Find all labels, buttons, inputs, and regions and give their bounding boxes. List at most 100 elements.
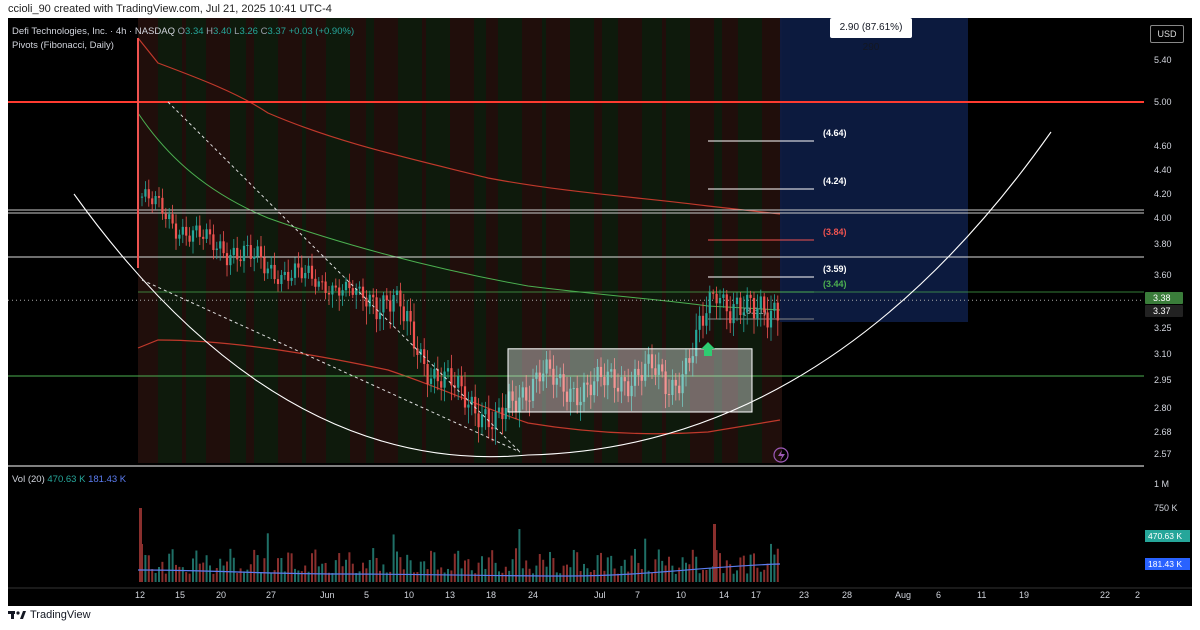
band-stripe bbox=[214, 18, 218, 463]
volume-tick-label: 750 K bbox=[1154, 503, 1178, 513]
chart-canvas[interactable]: (4.64)(4.24)(3.84)(3.59)(3.44)(3.31) 5.4… bbox=[8, 18, 1192, 606]
volume-bar bbox=[423, 561, 426, 582]
candle-body bbox=[365, 297, 368, 307]
volume-bar bbox=[722, 573, 725, 582]
volume-bar bbox=[158, 566, 160, 582]
candle-body bbox=[766, 312, 769, 328]
candle-body bbox=[300, 267, 303, 279]
volume-bar bbox=[691, 549, 694, 582]
volume-bar bbox=[749, 554, 752, 582]
volume-bar bbox=[379, 570, 381, 582]
band-stripe bbox=[242, 18, 246, 463]
volume-bar bbox=[474, 573, 477, 582]
volume-bar bbox=[409, 560, 412, 582]
candle-body bbox=[637, 368, 640, 376]
candle-body bbox=[616, 387, 620, 392]
price-tick-label: 4.40 bbox=[1154, 165, 1172, 175]
volume-bar bbox=[236, 572, 239, 582]
volume-bar bbox=[178, 566, 181, 582]
candle-body bbox=[446, 368, 450, 372]
candle-body bbox=[276, 279, 280, 285]
band-stripe bbox=[662, 18, 666, 463]
time-tick-label: 2 bbox=[1135, 590, 1140, 600]
band-stripe bbox=[162, 18, 166, 463]
band-stripe bbox=[682, 18, 686, 463]
candle-body bbox=[433, 368, 436, 379]
currency-button[interactable]: USD bbox=[1150, 25, 1184, 43]
band-stripe bbox=[566, 18, 570, 463]
band-stripe bbox=[490, 18, 494, 463]
candle-body bbox=[579, 401, 582, 406]
band-stripe bbox=[470, 18, 474, 463]
volume-bar bbox=[637, 562, 640, 582]
volume-bar bbox=[671, 565, 674, 582]
volume-bar bbox=[515, 548, 517, 582]
volume-bar bbox=[532, 573, 534, 582]
band-stripe bbox=[454, 18, 458, 463]
band-stripe bbox=[434, 18, 438, 463]
band-stripe bbox=[646, 18, 650, 463]
band-stripe bbox=[670, 18, 674, 463]
volume-bar bbox=[256, 555, 259, 582]
candle-body bbox=[164, 213, 167, 220]
candle-body bbox=[678, 385, 681, 394]
candle-body bbox=[538, 372, 541, 382]
volume-tick-label: 1 M bbox=[1154, 479, 1169, 489]
volume-bar bbox=[559, 573, 562, 582]
volume-bar bbox=[430, 550, 432, 582]
candle-body bbox=[297, 263, 300, 268]
candle-body bbox=[528, 400, 531, 402]
volume-bar bbox=[589, 571, 592, 582]
volume-bar bbox=[351, 563, 354, 582]
volume-bar bbox=[287, 552, 290, 582]
band-stripe bbox=[574, 18, 578, 463]
volume-bar bbox=[270, 573, 273, 582]
candle-body bbox=[681, 374, 684, 394]
volume-bar bbox=[402, 569, 405, 582]
volume-bar bbox=[535, 565, 538, 582]
volume-bar bbox=[396, 551, 398, 582]
band-stripe bbox=[290, 18, 294, 463]
band-stripe bbox=[210, 18, 214, 463]
candle-body bbox=[185, 226, 188, 236]
volume-bar bbox=[253, 549, 256, 582]
candle-body bbox=[650, 354, 654, 369]
band-stripe bbox=[702, 18, 706, 463]
band-stripe bbox=[350, 18, 354, 463]
candle-body bbox=[412, 321, 416, 349]
candle-body bbox=[293, 263, 297, 278]
volume-bar bbox=[413, 572, 415, 582]
volume-bar bbox=[627, 571, 630, 582]
volume-bar bbox=[399, 557, 402, 582]
band-stripe bbox=[414, 18, 418, 463]
candle-body bbox=[477, 413, 480, 428]
band-stripe bbox=[362, 18, 366, 463]
candle-body bbox=[283, 271, 286, 276]
volume-bar bbox=[334, 560, 337, 582]
candle-body bbox=[501, 407, 504, 420]
brand-label: TradingView bbox=[30, 609, 91, 621]
band-stripe bbox=[530, 18, 534, 463]
measure-tooltip: 2.90 (87.61%) 290 bbox=[830, 18, 912, 53]
volume-bar bbox=[348, 552, 351, 582]
price-tick-label: 2.80 bbox=[1154, 403, 1172, 413]
candle-body bbox=[246, 245, 249, 247]
band-stripe bbox=[258, 18, 262, 463]
band-stripe bbox=[330, 18, 334, 463]
candle-body bbox=[735, 297, 739, 305]
volume-bar bbox=[464, 560, 466, 582]
volume-bar bbox=[538, 554, 541, 582]
candle-body bbox=[178, 234, 181, 239]
candle-body bbox=[470, 396, 473, 405]
time-tick-label: 18 bbox=[486, 590, 496, 600]
candle-body bbox=[195, 225, 198, 231]
volume-bar bbox=[147, 555, 150, 582]
price-tick-label: 3.10 bbox=[1154, 349, 1172, 359]
volume-bar bbox=[212, 573, 215, 582]
volume-bar bbox=[239, 568, 242, 582]
volume-bar bbox=[773, 554, 776, 582]
candle-body bbox=[229, 254, 232, 266]
band-stripe bbox=[562, 18, 566, 463]
band-stripe bbox=[666, 18, 670, 463]
band-stripe bbox=[250, 18, 254, 463]
